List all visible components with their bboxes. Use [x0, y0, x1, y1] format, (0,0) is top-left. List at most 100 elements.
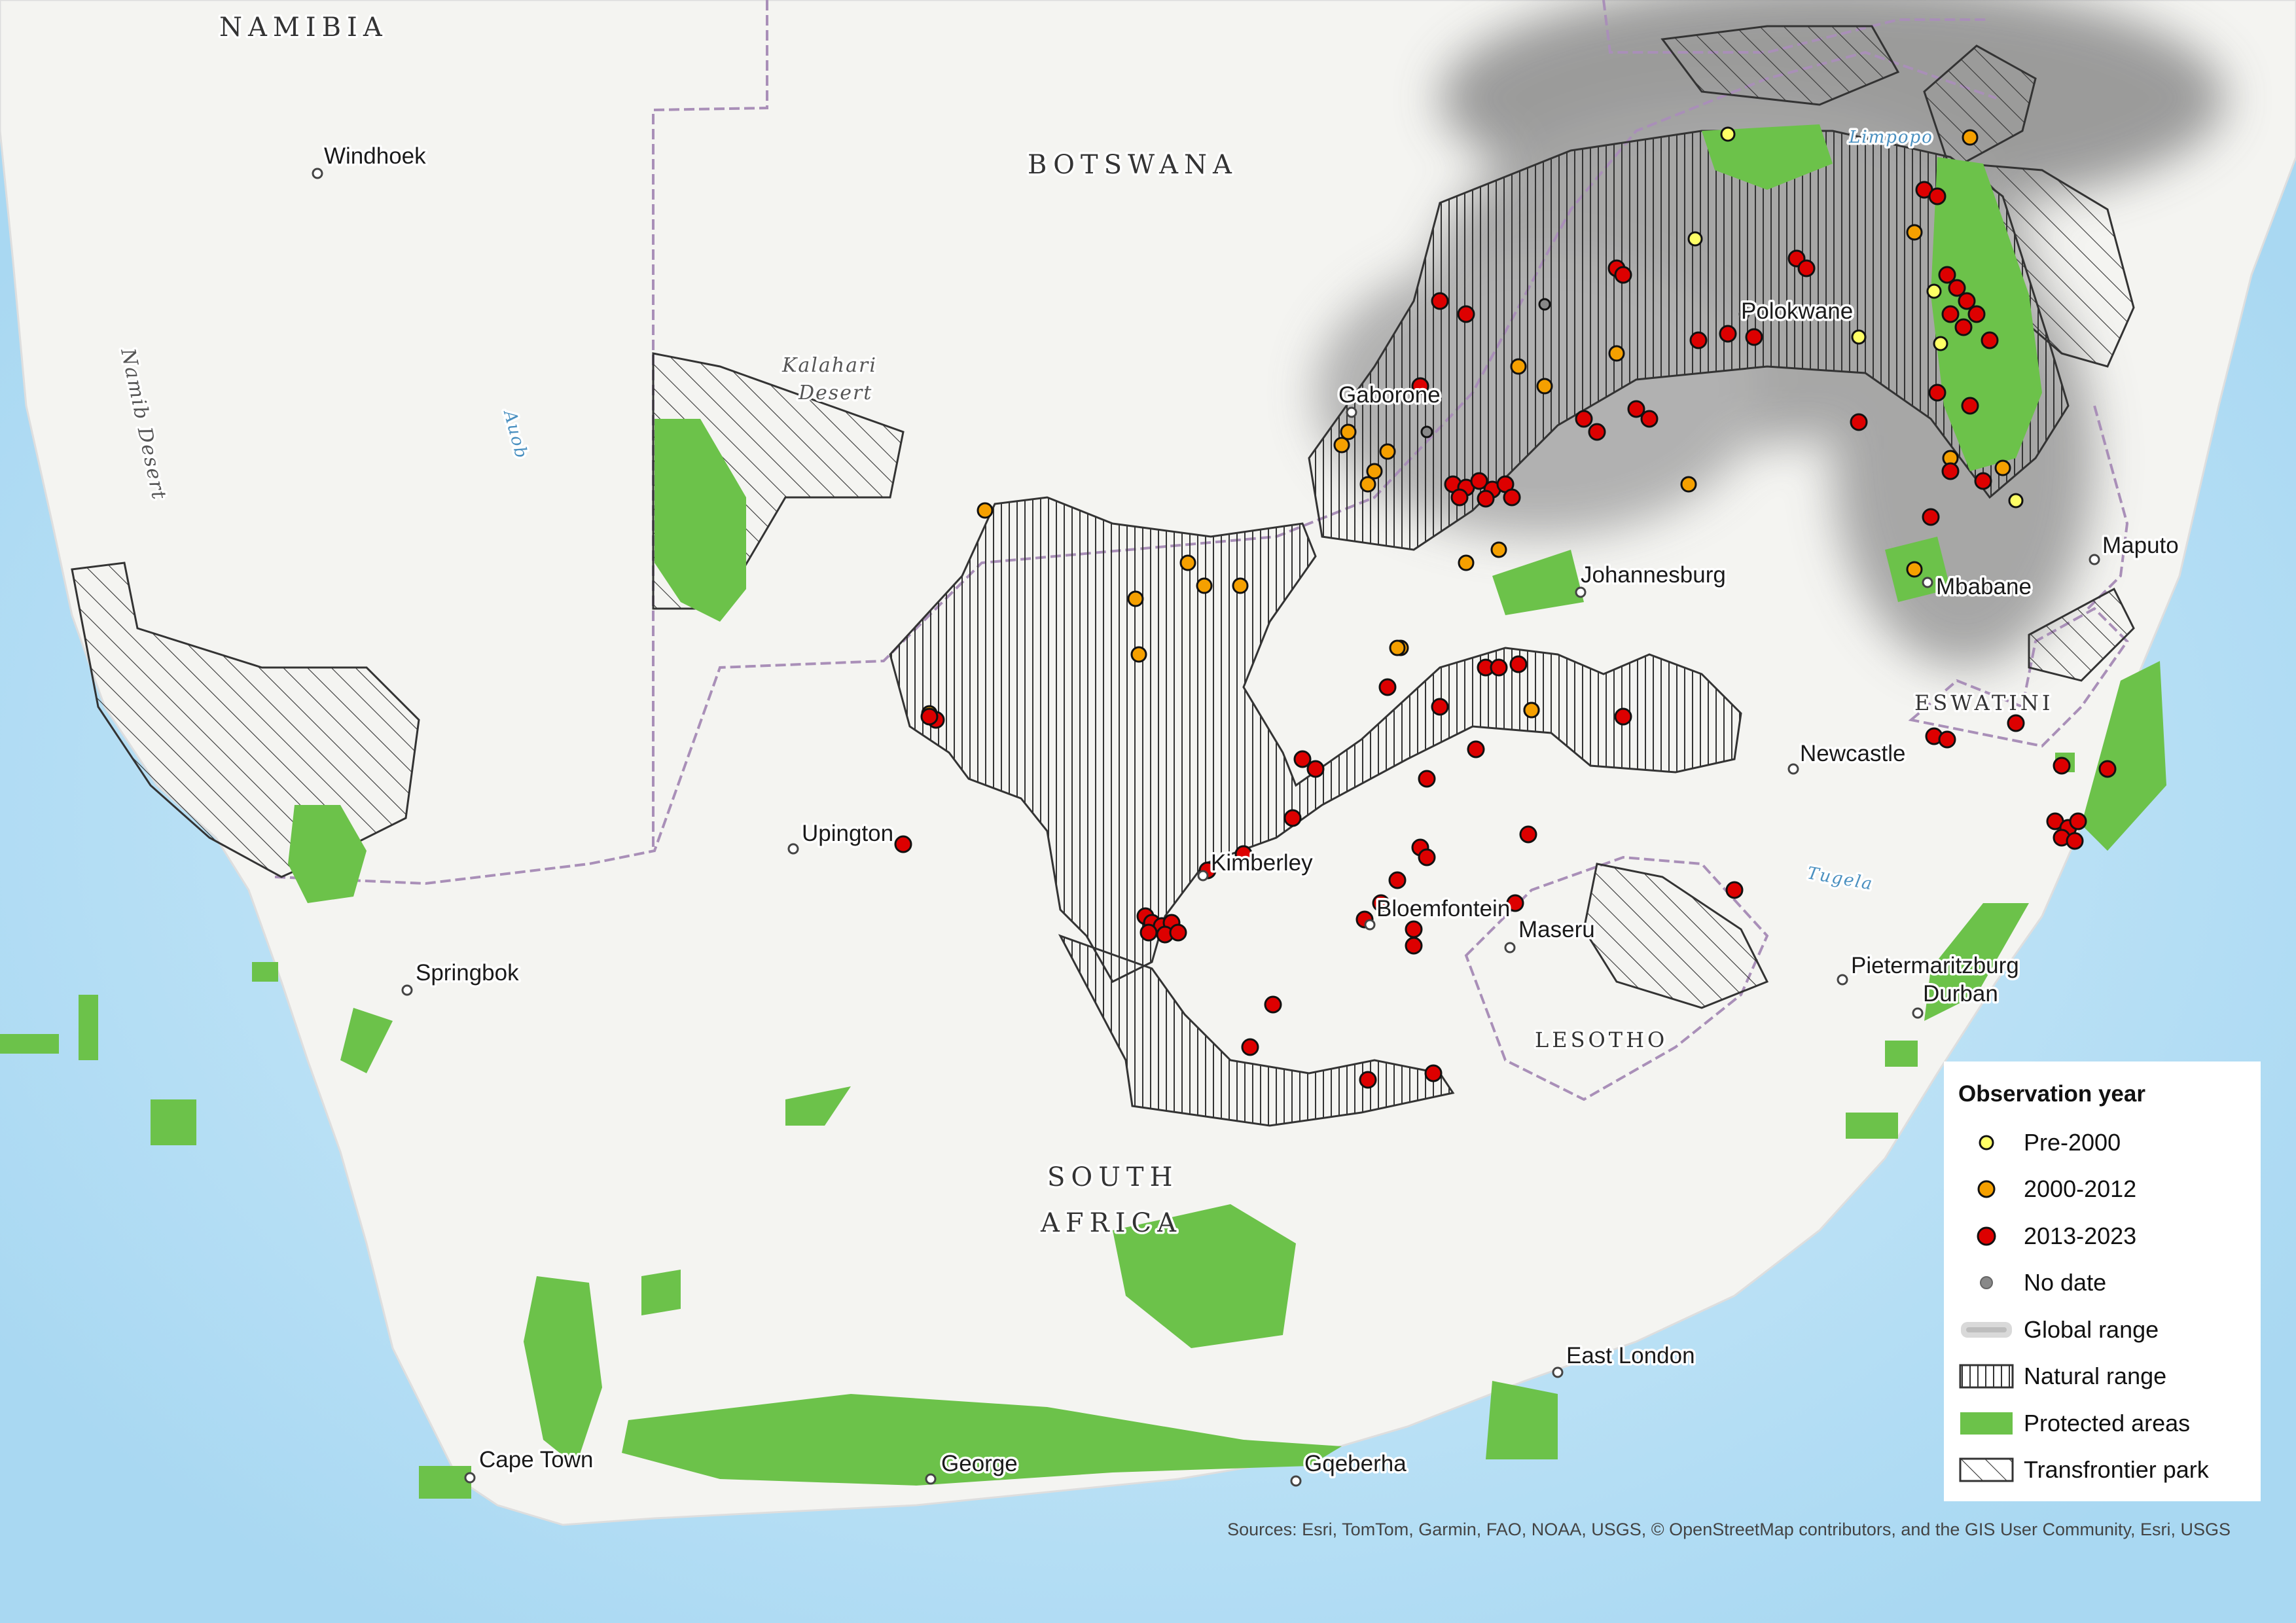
- point-2013-2023: [1928, 383, 1946, 402]
- city-label: Cape Town: [479, 1447, 593, 1472]
- city-marker: [1922, 577, 1933, 588]
- point-no-date: [1420, 425, 1433, 438]
- legend-item-transfrontier-park: Transfrontier park: [1958, 1447, 2245, 1494]
- point-2013-2023: [1470, 472, 1488, 490]
- point-2000-2012: [1127, 590, 1144, 607]
- point-2013-2023: [894, 835, 912, 853]
- point-2013-2023: [1359, 1071, 1377, 1089]
- point-2013-2023: [1424, 1064, 1443, 1082]
- point-2013-2023: [1938, 730, 1956, 749]
- point-2013-2023: [1506, 894, 1524, 912]
- city-marker: [1575, 586, 1587, 598]
- point-2000-2012: [1232, 577, 1249, 594]
- city-label: Gqeberha: [1304, 1451, 1407, 1476]
- point-2013-2023: [1941, 305, 1960, 323]
- point-2013-2023: [1614, 266, 1632, 284]
- river-label: Limpopo: [1848, 128, 1933, 147]
- city-label: Durban: [1923, 981, 1998, 1007]
- country-label: ESWATINI: [1914, 690, 2054, 715]
- legend-label: Transfrontier park: [2024, 1456, 2209, 1484]
- point-pre-2000: [1720, 126, 1736, 142]
- point-2013-2023: [2053, 757, 2071, 775]
- legend-item-protected-areas: Protected areas: [1958, 1400, 2245, 1447]
- point-2013-2023: [1941, 462, 1960, 480]
- country-labels: NAMIBIA BOTSWANA ESWATINI LESOTHO SOUTH …: [217, 10, 2054, 1241]
- point-2013-2023: [1948, 279, 1966, 297]
- point-2013-2023: [1234, 845, 1253, 863]
- point-2013-2023: [1719, 325, 1737, 343]
- city-marker: [787, 843, 799, 855]
- city-label: Kimberley: [1211, 850, 1313, 876]
- feature-label: Desert: [798, 382, 872, 404]
- city-label: Johannesburg: [1581, 562, 1726, 588]
- point-pre-2000: [1687, 231, 1703, 247]
- legend-item-pre-2000: Pre-2000: [1958, 1119, 2245, 1166]
- point-2000-2012: [1490, 541, 1507, 558]
- point-2013-2023: [1745, 328, 1763, 346]
- point-2013-2023: [1467, 740, 1485, 758]
- city-markers: [312, 168, 2100, 1487]
- city-marker: [925, 1473, 937, 1485]
- gray-dot-icon: [1980, 1276, 1993, 1290]
- city-marker: [312, 168, 323, 179]
- point-2000-2012: [977, 502, 994, 519]
- city-marker: [1364, 919, 1376, 931]
- point-2013-2023: [1418, 848, 1436, 866]
- city-label: Gaborone: [1338, 382, 1441, 408]
- observation-points: [894, 126, 2117, 1089]
- legend-label: 2000-2012: [2024, 1175, 2137, 1203]
- point-pre-2000: [1933, 336, 1948, 351]
- point-2013-2023: [1961, 397, 1979, 415]
- city-marker: [401, 984, 413, 996]
- city-label: East London: [1566, 1343, 1695, 1368]
- orange-dot-icon: [1977, 1180, 1996, 1198]
- point-2013-2023: [1503, 488, 1521, 507]
- city-marker: [1504, 942, 1516, 954]
- feature-label: Kalahari: [781, 354, 877, 377]
- point-2013-2023: [1490, 658, 1508, 677]
- attribution: Sources: Esri, TomTom, Garmin, FAO, NOAA…: [1227, 1520, 2231, 1539]
- legend-label: 2013-2023: [2024, 1222, 2137, 1249]
- city-marker: [1552, 1366, 1564, 1378]
- point-2013-2023: [1450, 488, 1469, 507]
- city-label: Windhoek: [324, 143, 426, 169]
- point-2013-2023: [2007, 714, 2025, 732]
- point-2013-2023: [1958, 292, 1976, 310]
- point-2013-2023: [1689, 331, 1708, 349]
- legend-item-2000-2012: 2000-2012: [1958, 1166, 2245, 1213]
- city-marker: [1912, 1007, 1924, 1019]
- legend-item-natural-range: Natural range: [1958, 1353, 2245, 1400]
- legend-item-no-date: No date: [1958, 1260, 2245, 1307]
- point-2013-2023: [1967, 305, 1986, 323]
- point-2013-2023: [1293, 750, 1312, 768]
- point-2013-2023: [1457, 305, 1475, 323]
- point-2013-2023: [1264, 995, 1282, 1014]
- point-2013-2023: [1850, 413, 1868, 431]
- city-label: Springbok: [416, 960, 519, 986]
- city-label: George: [941, 1451, 1018, 1476]
- point-2013-2023: [1405, 920, 1423, 938]
- point-2013-2023: [1418, 770, 1436, 788]
- city-marker: [1738, 308, 1750, 320]
- point-2013-2023: [920, 707, 939, 726]
- point-2000-2012: [1359, 476, 1376, 493]
- city-label: Maputo: [2102, 533, 2179, 558]
- city-marker: [1197, 870, 1209, 882]
- point-2000-2012: [1523, 702, 1540, 719]
- point-2013-2023: [1306, 760, 1325, 778]
- point-2013-2023: [2098, 760, 2117, 778]
- point-no-date: [1538, 298, 1551, 311]
- point-2013-2023: [1981, 331, 1999, 349]
- city-marker: [1346, 406, 1357, 418]
- country-label: BOTSWANA: [1028, 150, 1238, 180]
- point-2013-2023: [1974, 472, 1992, 490]
- city-label: Newcastle: [1800, 741, 1905, 766]
- point-2000-2012: [1962, 129, 1979, 146]
- point-2013-2023: [1388, 871, 1407, 889]
- point-2013-2023: [1477, 490, 1495, 508]
- point-2013-2023: [1372, 894, 1390, 912]
- point-2013-2023: [1519, 825, 1537, 844]
- green-fill-icon: [1960, 1412, 2013, 1435]
- point-2013-2023: [1922, 508, 1940, 526]
